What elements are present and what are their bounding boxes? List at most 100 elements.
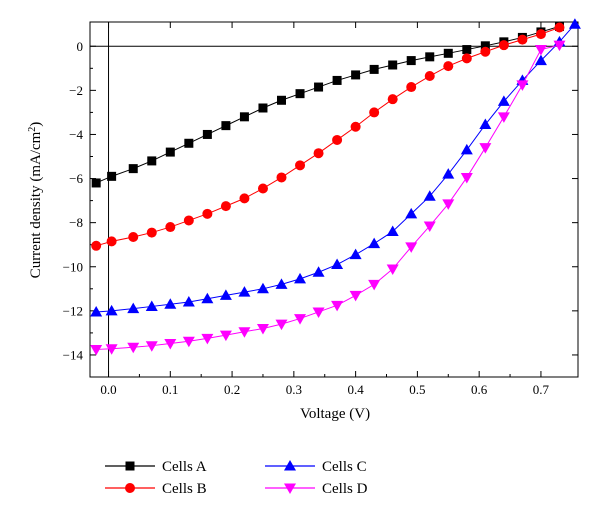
data-point-cells-a: [276, 95, 286, 105]
data-point-cells-d: [294, 314, 307, 325]
data-point-cells-a: [480, 41, 490, 51]
data-point-cells-c: [127, 302, 140, 314]
series-cells-b: [91, 22, 565, 251]
x-tick-label: 0.0: [100, 382, 116, 397]
data-point-cells-d: [460, 172, 473, 184]
data-point-cells-c: [534, 54, 547, 66]
data-point-cells-a: [406, 56, 416, 66]
data-point-cells-a: [388, 60, 398, 70]
data-point-cells-b: [332, 134, 343, 145]
data-point-cells-b: [257, 183, 268, 194]
data-point-cells-c: [368, 237, 381, 249]
data-point-cells-b: [535, 29, 546, 40]
y-tick-label: −6: [69, 171, 83, 186]
data-point-cells-d: [349, 290, 362, 302]
data-point-cells-b: [165, 222, 176, 233]
legend-item-cells-d: Cells D: [265, 481, 368, 497]
data-point-cells-d: [256, 323, 269, 335]
data-point-cells-c: [219, 289, 232, 300]
data-point-cells-a: [462, 45, 472, 55]
data-point-cells-c: [405, 207, 418, 219]
data-point-cells-a: [165, 147, 175, 157]
data-point-cells-d: [386, 264, 399, 275]
data-point-cells-d: [516, 80, 529, 91]
data-point-cells-a: [314, 82, 324, 92]
axes-layer: 0.0 0.1 0.2 0.3 0.4 0.5 0.6 0.7 0 −2 −4 −6 −8 −10 −12 −…: [63, 21, 579, 397]
series-layer: [90, 18, 581, 356]
y-axis-title-superscript: 2: [27, 127, 38, 132]
series-line-cells-b: [96, 27, 560, 247]
legend-item-cells-a: Cells A: [105, 459, 207, 475]
data-point-cells-c: [349, 248, 362, 260]
data-point-cells-b: [146, 227, 157, 238]
data-point-cells-c: [182, 296, 195, 307]
legend-label-cells-a: Cells A: [162, 459, 207, 475]
data-point-cells-a: [239, 112, 249, 122]
data-point-cells-a: [202, 129, 212, 139]
data-point-cells-b: [202, 208, 213, 219]
y-axis-title: Current density (mA/cm2): [27, 122, 45, 279]
data-point-cells-b: [183, 215, 194, 226]
x-axis-title: Voltage (V): [300, 406, 370, 422]
data-point-cells-c: [275, 278, 288, 289]
data-point-cells-a: [221, 121, 231, 131]
data-point-cells-b: [350, 121, 361, 132]
data-point-cells-a: [425, 52, 435, 62]
data-point-cells-b: [406, 82, 417, 93]
data-point-cells-a: [295, 89, 305, 99]
data-point-cells-b: [424, 71, 435, 82]
data-point-cells-d: [90, 344, 103, 356]
data-point-cells-b: [480, 46, 491, 57]
legend-marker-cells-d: [284, 483, 296, 494]
legend-label-cells-b: Cells B: [162, 481, 207, 497]
y-axis-title-main: Current density (mA/cm: [28, 131, 44, 278]
y-tick-label: 0: [77, 39, 84, 54]
data-point-cells-c: [423, 190, 436, 201]
data-point-cells-c: [331, 258, 344, 270]
series-line-cells-d: [96, 44, 560, 350]
legend-marker-cells-a: [125, 461, 135, 471]
data-point-cells-d: [201, 333, 214, 345]
data-point-cells-b: [387, 94, 398, 105]
y-axis-title-close: ): [28, 122, 44, 127]
x-tick-label: 0.1: [162, 382, 178, 397]
data-point-cells-a: [351, 70, 361, 80]
data-point-cells-b: [220, 201, 231, 212]
legend-marker-cells-c: [284, 460, 296, 471]
x-tick-label: 0.2: [224, 382, 240, 397]
data-point-cells-c: [497, 95, 510, 106]
data-point-cells-d: [105, 344, 118, 355]
data-point-cells-d: [219, 330, 232, 342]
y-tick-label: −14: [63, 347, 84, 362]
data-point-cells-b: [106, 236, 117, 247]
y-tick-label: −12: [63, 303, 83, 318]
data-point-cells-a: [147, 156, 157, 166]
data-point-cells-d: [127, 342, 140, 354]
data-point-cells-b: [276, 172, 287, 183]
legend-label-cells-c: Cells C: [322, 459, 367, 475]
data-point-cells-a: [107, 171, 117, 181]
data-point-cells-b: [498, 40, 509, 51]
data-point-cells-d: [164, 338, 177, 350]
y-tick-label: −10: [63, 259, 83, 274]
data-point-cells-d: [479, 143, 492, 154]
data-point-cells-d: [423, 221, 436, 232]
data-point-cells-c: [238, 286, 251, 297]
y-tick-label: −2: [69, 83, 83, 98]
legend-item-cells-b: Cells B: [105, 481, 207, 497]
data-point-cells-c: [442, 168, 455, 179]
legend-label-cells-d: Cells D: [322, 481, 368, 497]
data-point-cells-a: [128, 164, 138, 174]
data-point-cells-c: [201, 292, 214, 304]
data-point-cells-d: [238, 327, 251, 338]
data-point-cells-d: [145, 341, 158, 352]
data-point-cells-d: [331, 300, 344, 312]
data-point-cells-b: [369, 107, 380, 118]
data-point-cells-b: [313, 148, 324, 159]
data-point-cells-d: [368, 279, 381, 291]
data-point-cells-d: [182, 336, 195, 348]
data-point-cells-c: [294, 272, 307, 284]
data-point-cells-d: [312, 307, 325, 318]
data-point-cells-a: [443, 48, 453, 58]
